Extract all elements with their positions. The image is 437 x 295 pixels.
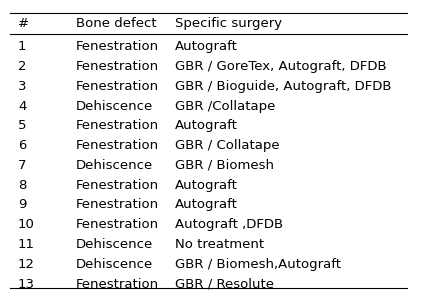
Text: 10: 10 [18, 218, 35, 231]
Text: 1: 1 [18, 40, 27, 53]
Text: 2: 2 [18, 60, 27, 73]
Text: 4: 4 [18, 99, 26, 112]
Text: 5: 5 [18, 119, 27, 132]
Text: Autograft: Autograft [175, 179, 238, 192]
Text: 12: 12 [18, 258, 35, 271]
Text: Autograft: Autograft [175, 119, 238, 132]
Text: Fenestration: Fenestration [76, 199, 159, 212]
Text: GBR / Collatape: GBR / Collatape [175, 139, 280, 152]
Text: 8: 8 [18, 179, 26, 192]
Text: Autograft ,DFDB: Autograft ,DFDB [175, 218, 284, 231]
Text: 7: 7 [18, 159, 27, 172]
Text: 6: 6 [18, 139, 26, 152]
Text: Dehiscence: Dehiscence [76, 258, 153, 271]
Text: Fenestration: Fenestration [76, 80, 159, 93]
Text: GBR / GoreTex, Autograft, DFDB: GBR / GoreTex, Autograft, DFDB [175, 60, 387, 73]
Text: #: # [18, 17, 29, 30]
Text: GBR / Biomesh: GBR / Biomesh [175, 159, 274, 172]
Text: GBR /Collatape: GBR /Collatape [175, 99, 276, 112]
Text: Fenestration: Fenestration [76, 119, 159, 132]
Text: 9: 9 [18, 199, 26, 212]
Text: 3: 3 [18, 80, 27, 93]
Text: Fenestration: Fenestration [76, 40, 159, 53]
Text: Fenestration: Fenestration [76, 179, 159, 192]
Text: Fenestration: Fenestration [76, 278, 159, 291]
Text: GBR / Resolute: GBR / Resolute [175, 278, 274, 291]
Text: 13: 13 [18, 278, 35, 291]
Text: Specific surgery: Specific surgery [175, 17, 282, 30]
Text: Bone defect: Bone defect [76, 17, 156, 30]
Text: No treatment: No treatment [175, 238, 264, 251]
Text: Fenestration: Fenestration [76, 218, 159, 231]
Text: GBR / Bioguide, Autograft, DFDB: GBR / Bioguide, Autograft, DFDB [175, 80, 392, 93]
Text: Dehiscence: Dehiscence [76, 159, 153, 172]
Text: Autograft: Autograft [175, 40, 238, 53]
Text: Dehiscence: Dehiscence [76, 99, 153, 112]
Text: Fenestration: Fenestration [76, 139, 159, 152]
Text: 11: 11 [18, 238, 35, 251]
Text: GBR / Biomesh,Autograft: GBR / Biomesh,Autograft [175, 258, 341, 271]
Text: Dehiscence: Dehiscence [76, 238, 153, 251]
Text: Autograft: Autograft [175, 199, 238, 212]
Text: Fenestration: Fenestration [76, 60, 159, 73]
